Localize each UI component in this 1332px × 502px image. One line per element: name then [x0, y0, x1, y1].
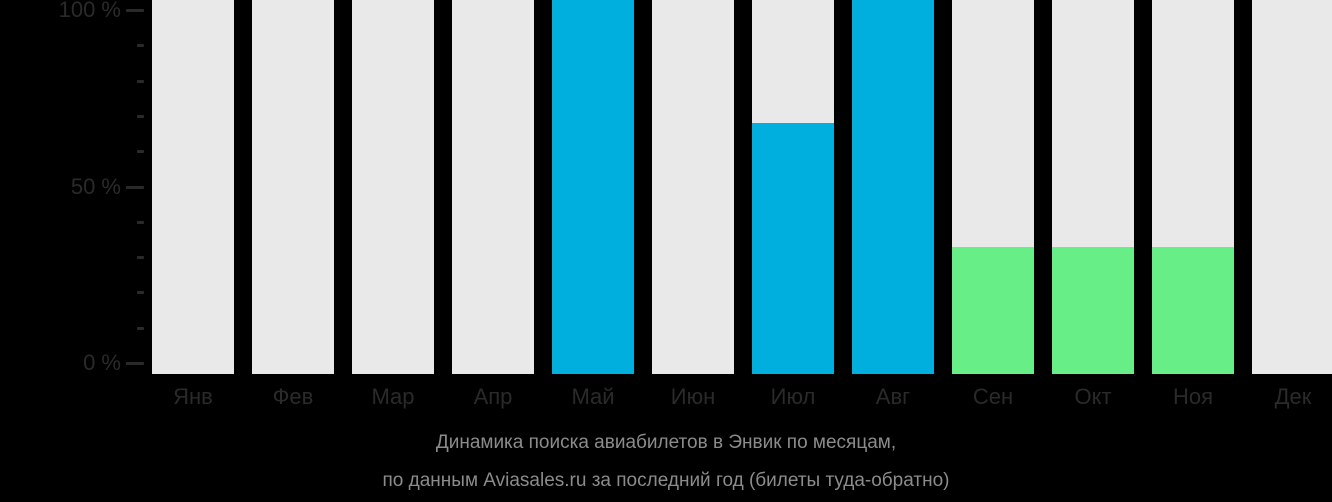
y-tick-major [126, 9, 144, 12]
month-label: Июн [670, 384, 716, 409]
bar-track [352, 0, 434, 374]
month-label: Мар [371, 384, 415, 409]
month-label: Сен [972, 384, 1014, 409]
bar-fill [1052, 247, 1134, 374]
caption-line-1: Динамика поиска авиабилетов в Энвик по м… [435, 432, 897, 453]
bar-track [1052, 0, 1134, 374]
chart-caption: Динамика поиска авиабилетов в Энвик по м… [0, 424, 1332, 500]
month-label: Фев [272, 384, 314, 409]
bar-track [1252, 0, 1332, 374]
bar-track [652, 0, 734, 374]
bar-fill [952, 247, 1034, 374]
bar-fill [552, 0, 634, 374]
bar-track [152, 0, 234, 374]
bar-track [852, 0, 934, 374]
bar-track [1152, 0, 1234, 374]
y-tick-minor [137, 115, 144, 118]
bar-track [452, 0, 534, 374]
y-tick-major [126, 186, 144, 189]
y-tick-minor [137, 150, 144, 153]
month-label: Авг [875, 384, 911, 409]
bar-track [552, 0, 634, 374]
y-tick-minor [137, 80, 144, 83]
y-tick-minor [137, 256, 144, 259]
month-label: Ноя [1172, 384, 1214, 409]
y-tick-label: 0 % [83, 350, 121, 375]
bar-track [752, 0, 834, 374]
y-tick-minor [137, 221, 144, 224]
caption-line-2: по данным Aviasales.ru за последний год … [382, 470, 950, 491]
bar-track [952, 0, 1034, 374]
month-label: Янв [173, 384, 213, 409]
bar-track [252, 0, 334, 374]
y-tick-minor [137, 291, 144, 294]
month-label: Дек [1274, 384, 1312, 409]
month-label: Май [571, 384, 615, 409]
y-tick-label: 50 % [70, 174, 121, 199]
y-tick-label: 100 % [58, 0, 121, 22]
bar-fill [852, 0, 934, 374]
y-tick-minor [137, 327, 144, 330]
bar-fill [1152, 247, 1234, 374]
month-label: Апр [473, 384, 513, 409]
month-label: Окт [1074, 384, 1112, 409]
bar-fill [752, 123, 834, 374]
y-tick-major [126, 362, 144, 365]
month-label: Июл [770, 384, 816, 409]
y-tick-minor [137, 44, 144, 47]
